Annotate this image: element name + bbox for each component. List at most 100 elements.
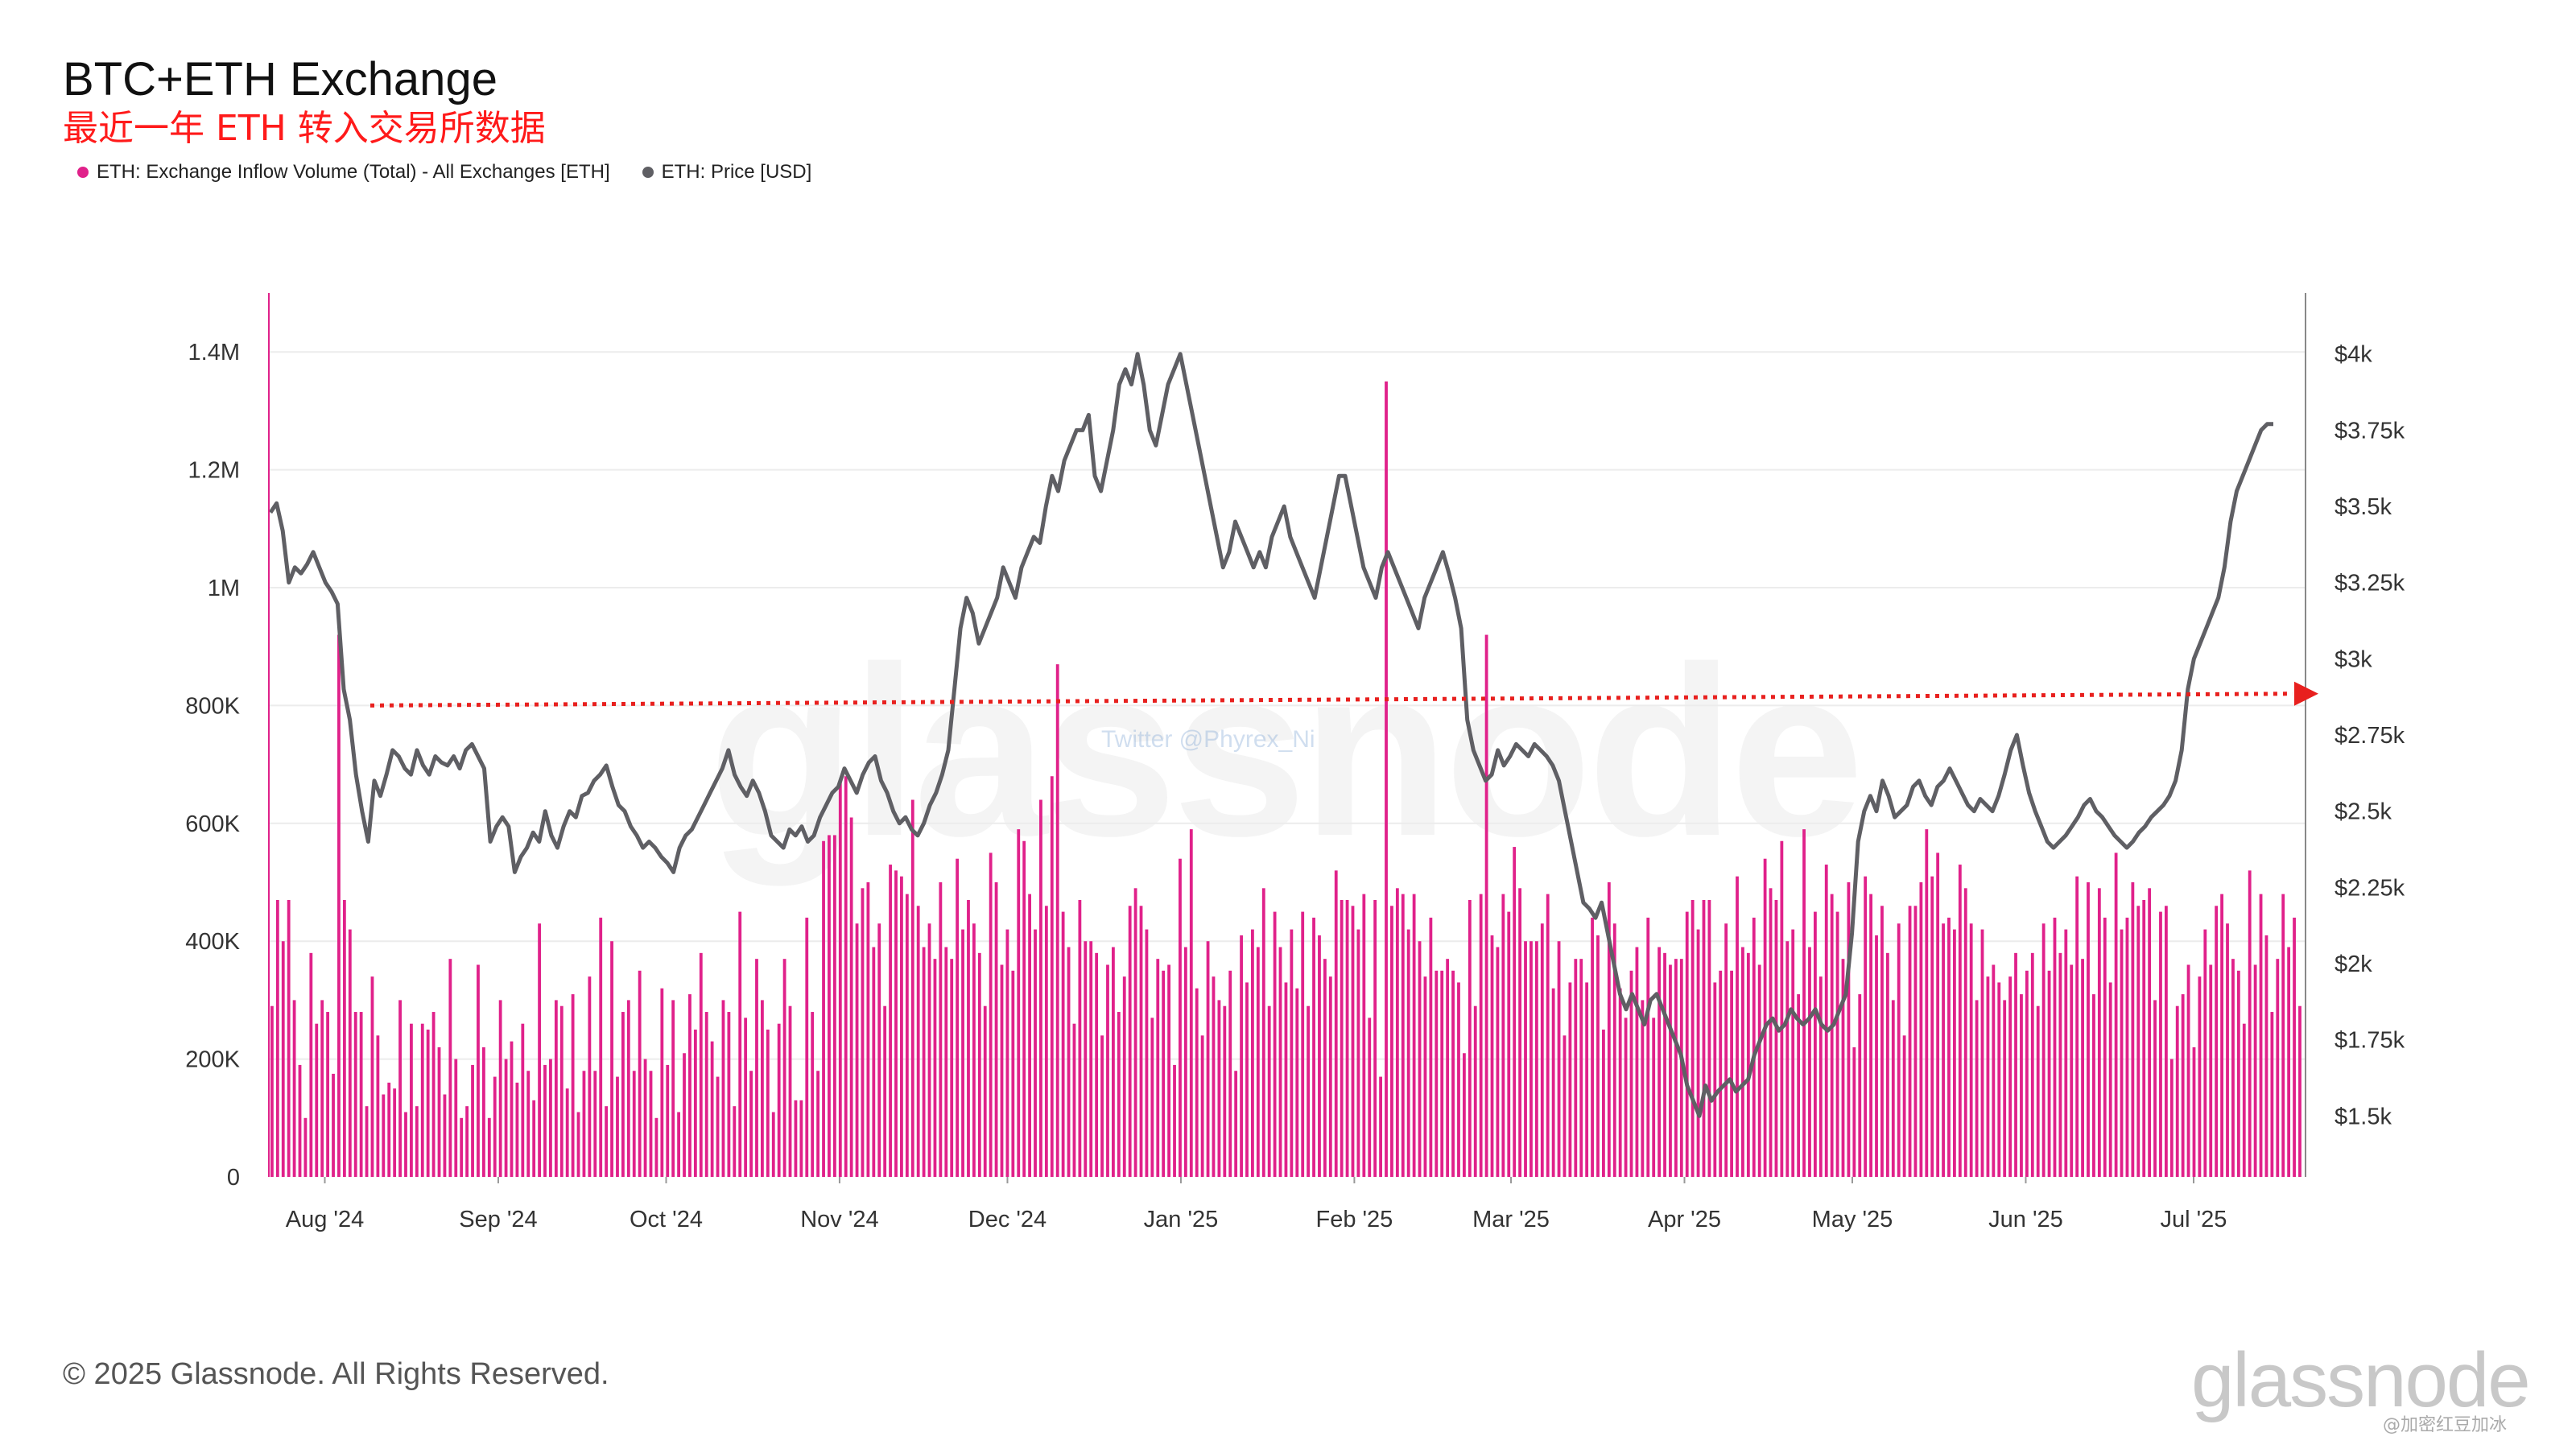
inflow-bar — [1156, 959, 1160, 1177]
inflow-bar — [1446, 959, 1450, 1177]
inflow-bar — [1847, 882, 1851, 1177]
y-right-tick-label: $2.25k — [2334, 875, 2405, 901]
inflow-bar — [2276, 959, 2280, 1177]
inflow-bar — [649, 1071, 653, 1177]
inflow-bar — [298, 1064, 302, 1177]
inflow-bar — [2215, 906, 2219, 1177]
inflow-bar — [1652, 1018, 1656, 1177]
inflow-bar — [1612, 923, 1616, 1177]
inflow-bar — [1150, 1018, 1154, 1177]
inflow-bar — [415, 1106, 419, 1177]
inflow-bar — [1490, 935, 1494, 1177]
inflow-bar — [1830, 894, 1834, 1177]
inflow-bar — [1356, 929, 1360, 1177]
inflow-bar — [287, 899, 291, 1177]
inflow-bar — [481, 1046, 485, 1177]
inflow-bar — [1925, 829, 1929, 1177]
inflow-bar — [420, 1023, 424, 1177]
inflow-bar — [393, 1088, 397, 1177]
inflow-bar — [1969, 923, 1973, 1177]
y-right-tick-label: $2.5k — [2334, 799, 2392, 825]
legend-item-inflow[interactable]: ETH: Exchange Inflow Volume (Total) - Al… — [77, 161, 610, 184]
inflow-bar — [1813, 911, 1817, 1177]
y-right-tick-label: $2.75k — [2334, 723, 2405, 749]
inflow-bar — [2198, 976, 2202, 1177]
inflow-bar — [1574, 959, 1578, 1177]
inflow-bar — [576, 1112, 580, 1177]
legend: ETH: Exchange Inflow Volume (Total) - Al… — [77, 161, 811, 184]
inflow-bar — [1418, 941, 1422, 1177]
inflow-bar — [365, 1106, 369, 1177]
inflow-bar — [348, 929, 352, 1177]
inflow-bar — [1719, 970, 1723, 1177]
inflow-bar — [1017, 829, 1021, 1177]
annotation — [369, 681, 2318, 708]
inflow-bar — [1234, 1071, 1238, 1177]
inflow-bar — [2248, 870, 2252, 1177]
inflow-bar — [1908, 906, 1912, 1177]
inflow-bar — [2298, 1005, 2301, 1177]
inflow-bar — [1518, 888, 1522, 1177]
inflow-bar — [1641, 1000, 1645, 1177]
inflow-bar — [1919, 882, 1923, 1177]
y-right-tick-label: $3.25k — [2334, 571, 2405, 597]
inflow-bar — [1841, 959, 1845, 1177]
inflow-bars — [270, 381, 2301, 1177]
inflow-bar — [621, 1012, 625, 1177]
copyright: © 2025 Glassnode. All Rights Reserved. — [63, 1357, 609, 1391]
inflow-bar — [1902, 1035, 1906, 1177]
inflow-bar — [1423, 976, 1427, 1177]
inflow-bar — [1674, 959, 1678, 1177]
inflow-bar — [1869, 894, 1873, 1177]
inflow-bar — [1084, 941, 1088, 1177]
inflow-bar — [799, 1100, 803, 1177]
inflow-bar — [1200, 1035, 1204, 1177]
inflow-bar — [654, 1117, 658, 1177]
legend-item-price[interactable]: ETH: Price [USD] — [642, 161, 811, 184]
inflow-bar — [1585, 982, 1589, 1177]
inflow-bar — [693, 1030, 697, 1177]
inflow-bar — [1217, 1000, 1221, 1177]
inflow-bar — [431, 1012, 436, 1177]
inflow-bar — [599, 917, 603, 1177]
inflow-bar — [1646, 917, 1650, 1177]
inflow-bar — [1440, 970, 1444, 1177]
inflow-bar — [1891, 1000, 1895, 1177]
inflow-bar — [866, 882, 870, 1177]
inflow-bar — [1278, 947, 1282, 1177]
inflow-bar — [1295, 988, 1299, 1177]
x-tick-label: Mar '25 — [1472, 1207, 1550, 1232]
inflow-bar — [532, 1100, 536, 1177]
inflow-bar — [554, 1000, 558, 1177]
inflow-bar — [1769, 888, 1773, 1177]
watermark-glassnode: glassnode — [708, 612, 1864, 890]
inflow-bar — [927, 923, 931, 1177]
inflow-bar — [1368, 1018, 1372, 1177]
y-right-tick-label: $3k — [2334, 646, 2372, 672]
inflow-bar — [1713, 982, 1717, 1177]
inflow-bar — [1774, 899, 1778, 1177]
inflow-bar — [1462, 1053, 1466, 1177]
inflow-bar — [332, 1073, 335, 1177]
inflow-bar — [2175, 1005, 2179, 1177]
inflow-bar — [1100, 1035, 1104, 1177]
inflow-bar — [1290, 929, 1294, 1177]
inflow-bar — [1551, 988, 1555, 1177]
inflow-bar — [1145, 929, 1149, 1177]
x-tick-label: Feb '25 — [1315, 1207, 1393, 1232]
inflow-bar — [353, 1012, 357, 1177]
inflow-bar — [437, 1046, 441, 1177]
inflow-bar — [309, 952, 313, 1177]
inflow-bar — [2008, 976, 2013, 1177]
inflow-bar — [1752, 917, 1756, 1177]
inflow-bar — [565, 1088, 569, 1177]
inflow-bar — [1373, 899, 1377, 1177]
inflow-bar — [2053, 917, 2057, 1177]
inflow-bar — [1078, 899, 1082, 1177]
inflow-bar — [1530, 941, 1533, 1177]
inflow-bar — [994, 882, 998, 1177]
y-right-tick-label: $2k — [2334, 952, 2372, 977]
inflow-bar — [1328, 976, 1332, 1177]
inflow-bar — [1685, 911, 1689, 1177]
inflow-bar — [2203, 929, 2207, 1177]
